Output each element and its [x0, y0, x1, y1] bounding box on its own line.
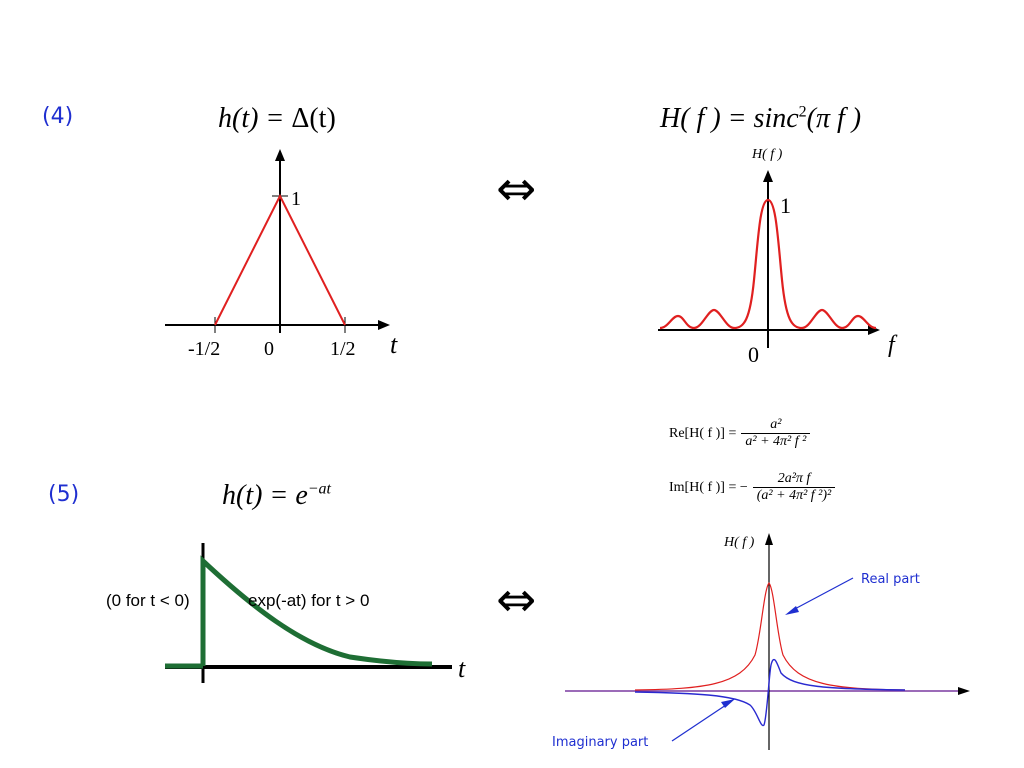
re-eq-lhs: Re[H( f )] = — [669, 425, 737, 441]
sinc-axis-var: f — [888, 332, 898, 358]
triangle-curve — [214, 193, 346, 326]
example-4-number: (4) — [42, 104, 74, 129]
triangle-plot: 1 -1/2 0 1/2 t — [165, 149, 398, 360]
real-part-label: Real part — [861, 572, 920, 587]
real-part-curve — [634, 582, 906, 691]
im-eq-numerator: 2a²π f — [752, 471, 836, 488]
tick-label-neg-half: -1/2 — [188, 338, 220, 360]
sinc-squared-curve — [659, 198, 877, 330]
imaginary-part-curve — [634, 658, 906, 727]
sinc-axes — [658, 170, 880, 348]
triangle-axes — [165, 149, 390, 333]
sinc-squared-equation: H( f ) = sinc2(π f ) — [660, 103, 861, 135]
sinc-peak-label: 1 — [780, 193, 791, 218]
exp-eq-exponent: −at — [307, 480, 331, 498]
imaginary-part-arrow — [671, 699, 735, 742]
triangle-eq-lhs: h(t) = — [218, 103, 292, 134]
sinc-eq-lhs: H( f ) = sinc — [660, 103, 799, 134]
sinc-squared-plot: H( f ) 1 0 f — [658, 147, 898, 367]
exp-right-note: exp(-at) for t > 0 — [248, 591, 369, 610]
imaginary-part-label: Imaginary part — [552, 735, 648, 750]
triangle-peak-label: 1 — [291, 188, 301, 210]
triangle-eq-rhs: Δ(t) — [291, 103, 336, 134]
imaginary-part-equation: Im[H( f )] = − 2a²π f (a² + 4π² f ²)² — [668, 470, 836, 505]
sinc-eq-exponent: 2 — [798, 103, 807, 121]
lorentzian-plot: H( f ) Real part Imaginary part — [552, 533, 970, 750]
triangle-equation: h(t) = Δ(t) — [218, 103, 336, 135]
fourier-pair-symbol-4: ⇔ — [496, 161, 537, 217]
sinc-plot-ylabel: H( f ) — [751, 147, 783, 162]
im-eq-denominator: (a² + 4π² f ²)² — [756, 488, 832, 503]
im-eq-lhs: Im[H( f )] = − — [669, 479, 748, 495]
lorentzian-ylabel: H( f ) — [723, 535, 755, 550]
fourier-pair-symbol-5: ⇔ — [496, 572, 537, 628]
lorentzian-axes — [565, 533, 970, 750]
exp-left-note: (0 for t < 0) — [106, 591, 190, 610]
tick-label-zero: 0 — [264, 338, 274, 360]
exp-eq-lhs: h(t) = e — [222, 480, 308, 511]
re-eq-denominator: a² + 4π² f ² — [745, 434, 807, 449]
triangle-axis-var: t — [390, 330, 398, 359]
real-part-equation: Re[H( f )] = a² a² + 4π² f ² — [668, 416, 811, 451]
example-5-number: (5) — [48, 482, 80, 507]
tick-label-pos-half: 1/2 — [330, 338, 356, 360]
exp-decay-curve — [200, 555, 433, 667]
exponential-equation: h(t) = e−at — [222, 480, 331, 512]
sinc-eq-rhs: (π f ) — [806, 103, 862, 134]
re-eq-numerator: a² — [741, 417, 811, 434]
real-part-arrow — [785, 577, 854, 615]
exponential-plot: (0 for t < 0) exp(-at) for t > 0 t — [106, 543, 466, 683]
sinc-origin-label: 0 — [748, 342, 759, 367]
exp-axis-var: t — [458, 654, 466, 683]
